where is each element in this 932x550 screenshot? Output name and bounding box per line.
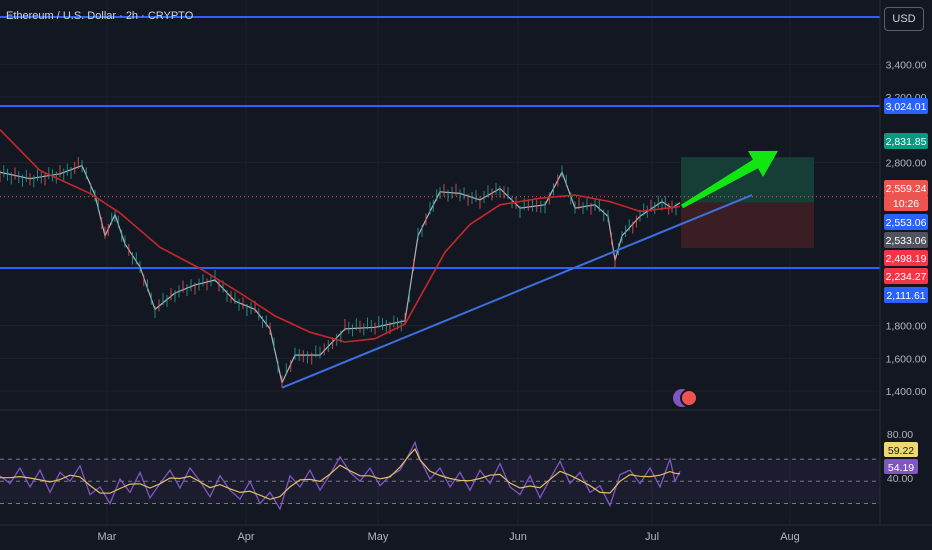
price-label-box — [884, 287, 928, 303]
rsi-tick-label: 80.00 — [887, 429, 913, 441]
rsi-label-text: 59.22 — [888, 445, 914, 457]
x-tick-label: Jul — [645, 531, 659, 543]
price-label-text: 10:26 — [893, 198, 919, 210]
event-flags[interactable] — [673, 389, 698, 407]
trendline[interactable] — [281, 194, 753, 389]
y-tick-label: 1,800.00 — [886, 321, 927, 333]
grid — [0, 0, 880, 525]
chart-title: Ethereum / U.S. Dollar · 2h · CRYPTO — [6, 10, 194, 22]
x-tick-label: Jun — [509, 531, 527, 543]
ma-line — [0, 129, 681, 343]
price-labels: 3,024.01 2,831.85 2,559.24 10:26 2,553.06 2,5… — [884, 98, 928, 474]
price-label-text: 2,498.19 — [886, 253, 927, 265]
rsi-signal-line — [0, 448, 681, 500]
price-label-box — [884, 250, 928, 266]
rsi-pane — [0, 440, 880, 511]
price-line — [0, 165, 681, 384]
price-label-text: 2,553.06 — [886, 217, 927, 229]
y-tick-label: 3,400.00 — [886, 59, 927, 71]
rsi-line — [0, 440, 681, 511]
price-label-text: 2,533.06 — [886, 235, 927, 247]
price-label-text: 2,234.27 — [886, 271, 927, 283]
x-tick-label: May — [368, 531, 389, 543]
currency-button[interactable]: USD — [884, 7, 924, 31]
rsi-label-box — [884, 459, 918, 474]
x-tick-label: Aug — [780, 531, 800, 543]
price-label-box — [884, 214, 928, 230]
y-tick-label: 1,400.00 — [886, 386, 927, 398]
green-arrow[interactable] — [681, 150, 778, 209]
horizontal-levels[interactable] — [0, 16, 880, 269]
loss-zone — [681, 202, 814, 248]
rsi-tick-label: 40.00 — [887, 473, 913, 485]
trendline-line — [281, 194, 753, 389]
price-series — [0, 156, 681, 388]
price-label-text: 2,559.24 — [886, 183, 927, 195]
price-label-text: 3,024.01 — [886, 101, 927, 113]
arrow-shape — [681, 150, 778, 209]
price-label-box — [884, 268, 928, 284]
price-label-box — [884, 232, 928, 248]
price-label-text: 2,111.61 — [886, 290, 925, 302]
price-label-box — [884, 195, 928, 211]
y-tick-label: 1,600.00 — [886, 353, 927, 365]
rsi-label-box — [884, 442, 918, 457]
x-tick-label: Apr — [237, 531, 254, 543]
price-label-text: 2,831.85 — [886, 136, 927, 148]
time-axis[interactable]: Mar Apr May Jun Jul Aug — [0, 524, 932, 543]
price-label-box — [884, 133, 928, 149]
moving-average — [0, 129, 681, 343]
x-tick-label: Mar — [98, 531, 117, 543]
price-label-box — [884, 98, 928, 114]
y-tick-label: 2,800.00 — [886, 157, 927, 169]
us-flag-icon[interactable] — [680, 389, 698, 407]
rsi-label-text: 54.19 — [888, 462, 914, 474]
price-label-box — [884, 180, 928, 196]
